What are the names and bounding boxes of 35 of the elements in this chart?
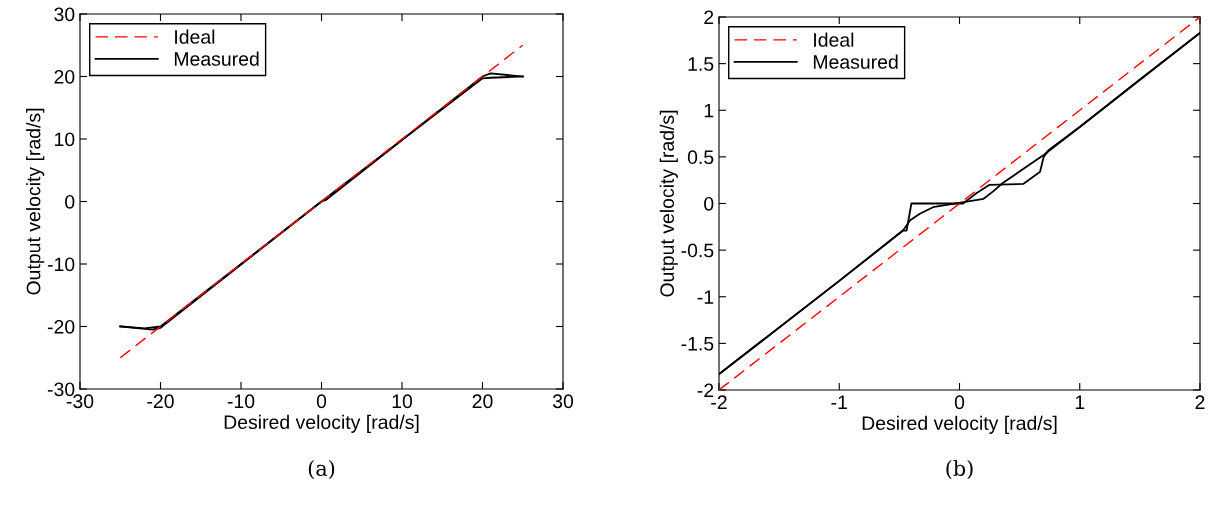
text: (b) <box>946 459 973 479</box>
y-tick-label: 0 <box>704 196 714 211</box>
y-tick-label: -1.5 <box>681 337 714 351</box>
legend-label: Ideal <box>814 32 854 47</box>
y-tick-label: 30 <box>54 7 75 22</box>
x-axis-title: Desired velocity [rad/s] <box>862 415 1057 434</box>
y-tick-label: -2 <box>697 383 714 398</box>
x-tick-label: -1 <box>831 395 847 409</box>
x-tick-label: 1 <box>1075 395 1085 409</box>
x-tick-label: 20 <box>472 394 493 409</box>
y-tick-label: 2 <box>704 10 714 25</box>
x-tick-label: 30 <box>552 394 574 409</box>
x-tick-label: 0 <box>316 394 327 409</box>
legend-label: Ideal <box>175 29 215 44</box>
y-tick-label: 10 <box>55 132 75 147</box>
y-tick-label: 0.5 <box>687 150 714 165</box>
legend-label: Measured <box>813 54 898 69</box>
y-tick-label: 1.5 <box>688 57 714 71</box>
y-tick-label: 0 <box>65 194 75 209</box>
text: (a) <box>308 459 335 479</box>
x-tick-label: -20 <box>147 394 174 409</box>
y-tick-label: -1 <box>697 290 714 304</box>
x-tick-label: 10 <box>392 394 413 409</box>
y-tick-label: 20 <box>54 69 75 84</box>
x-axis-title: Desired velocity [rad/s] <box>224 414 419 433</box>
y-tick-label: -20 <box>47 319 75 334</box>
y-tick-label: -0.5 <box>681 243 714 258</box>
x-tick-label: 0 <box>954 395 965 410</box>
y-tick-label: 1 <box>704 103 714 118</box>
x-tick-label: 2 <box>1195 395 1205 409</box>
y-axis-title: Output velocity [rad/s] <box>659 110 678 297</box>
legend-label: Measured <box>174 51 259 66</box>
x-tick-label: -10 <box>227 394 255 409</box>
y-axis-title: Output velocity [rad/s] <box>26 108 45 295</box>
y-tick-label: -10 <box>47 257 75 272</box>
